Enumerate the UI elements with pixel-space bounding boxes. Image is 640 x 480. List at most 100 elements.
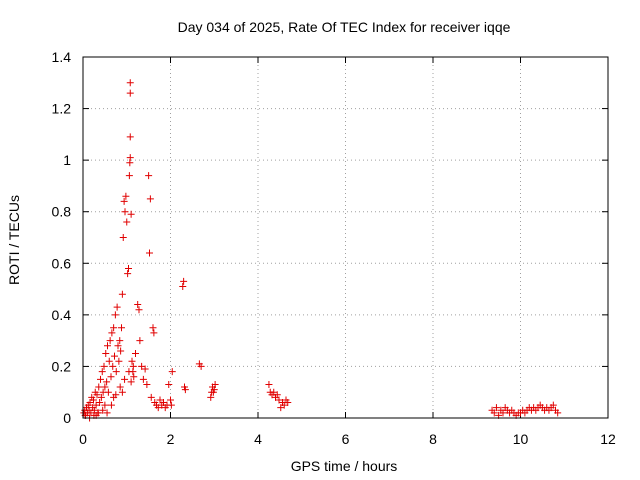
data-point — [143, 380, 151, 388]
data-point — [113, 303, 121, 311]
data-point — [126, 79, 134, 87]
y-tick-label: 0.2 — [52, 358, 72, 374]
data-point — [132, 350, 139, 358]
data-point — [136, 337, 144, 345]
data-point — [112, 368, 120, 376]
data-point — [134, 301, 142, 309]
data-point — [126, 133, 134, 141]
data-point — [103, 409, 111, 417]
data-point — [499, 409, 507, 417]
y-tick-label: 0 — [63, 410, 71, 426]
x-tick-label: 12 — [600, 431, 616, 447]
data-point — [111, 311, 119, 319]
data-point — [99, 406, 107, 414]
data-point — [129, 362, 137, 370]
data-point — [110, 324, 118, 332]
data-point — [118, 324, 125, 332]
data-point — [168, 368, 176, 376]
data-point — [93, 391, 101, 399]
data-point — [96, 399, 104, 407]
data-point — [103, 378, 111, 386]
data-point — [128, 357, 136, 365]
data-point — [121, 208, 129, 216]
data-point — [102, 350, 110, 358]
data-point — [141, 365, 149, 373]
x-tick-label: 6 — [342, 431, 350, 447]
data-point — [109, 362, 117, 370]
data-point — [115, 357, 123, 365]
data-point — [107, 401, 115, 409]
x-tick-label: 2 — [167, 431, 175, 447]
y-tick-label: 0.6 — [52, 255, 72, 271]
data-point — [126, 154, 134, 162]
data-point — [107, 373, 115, 381]
plot-frame — [82, 56, 609, 419]
data-point — [98, 368, 106, 376]
data-point — [101, 383, 109, 391]
data-point — [90, 396, 97, 404]
data-points — [80, 79, 562, 422]
data-point — [116, 383, 124, 391]
x-tick-label: 4 — [254, 431, 262, 447]
data-point — [207, 393, 215, 401]
data-point — [125, 368, 133, 376]
data-point — [265, 380, 273, 388]
data-point — [116, 337, 124, 345]
data-point — [197, 362, 205, 370]
data-point — [117, 347, 125, 355]
data-point — [119, 234, 127, 241]
y-tick-label: 1 — [63, 152, 71, 168]
data-point — [549, 401, 557, 409]
data-point — [120, 197, 128, 205]
data-point — [554, 409, 562, 417]
data-point — [123, 218, 131, 226]
data-point — [210, 386, 218, 394]
x-tick-label: 10 — [513, 431, 529, 447]
x-tick-label: 0 — [79, 431, 87, 447]
data-point — [167, 401, 175, 409]
data-point — [125, 172, 133, 180]
data-point — [167, 396, 174, 404]
data-point — [97, 375, 104, 383]
x-tick-label: 8 — [429, 431, 437, 447]
y-tick-label: 1.4 — [52, 49, 72, 65]
data-point — [490, 409, 498, 417]
data-point — [124, 270, 132, 278]
data-point — [145, 172, 153, 180]
data-point — [110, 393, 118, 401]
chart-title: Day 034 of 2025, Rate Of TEC Index for r… — [178, 19, 511, 35]
grid — [83, 57, 608, 418]
data-point — [139, 375, 147, 383]
data-point — [146, 249, 153, 257]
data-point — [114, 342, 122, 350]
data-point — [104, 342, 111, 350]
data-point — [149, 324, 157, 332]
data-point — [126, 89, 134, 97]
data-point — [146, 195, 154, 203]
x-axis-label: GPS time / hours — [291, 458, 398, 474]
data-point — [122, 192, 130, 200]
data-point — [150, 329, 158, 337]
y-tick-label: 1.2 — [52, 101, 72, 117]
data-point — [121, 375, 129, 383]
data-point — [147, 393, 155, 401]
data-point — [101, 401, 109, 409]
y-tick-label: 0.4 — [52, 307, 72, 323]
data-point — [181, 386, 189, 394]
data-point — [125, 264, 132, 272]
data-point — [284, 399, 292, 407]
data-point — [492, 404, 500, 412]
data-point — [97, 393, 105, 401]
data-point — [273, 391, 281, 399]
data-point — [135, 306, 143, 314]
data-point — [127, 210, 135, 218]
data-point — [95, 383, 103, 391]
data-point — [108, 329, 116, 337]
data-point — [179, 282, 187, 290]
data-point — [118, 290, 126, 298]
data-point — [104, 388, 112, 396]
data-point — [111, 352, 118, 360]
data-point — [100, 362, 108, 370]
